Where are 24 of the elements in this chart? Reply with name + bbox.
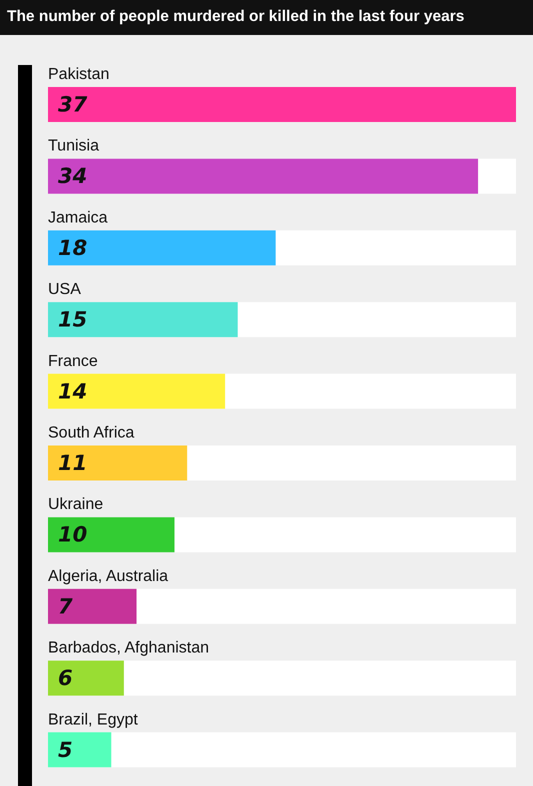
y-tick-label: France	[48, 352, 98, 370]
y-tick-label: Algeria, Australia	[48, 568, 168, 585]
data-label: 37	[58, 92, 88, 116]
data-label: 11	[58, 451, 88, 475]
y-tick-label: Brazil, Egypt	[48, 711, 138, 728]
y-tick-label: Pakistan	[48, 66, 110, 83]
chart-title: The number of people murdered or killed in the last four years	[0, 0, 533, 35]
data-label: 6	[58, 666, 73, 690]
data-label: 14	[58, 379, 88, 404]
y-tick-label: Ukraine	[48, 496, 104, 514]
data-label: 10	[58, 522, 88, 547]
y-tick-label: Barbados, Afghanistan	[48, 640, 210, 657]
y-tick-label: USA	[48, 281, 82, 298]
data-label: 18	[58, 236, 88, 260]
bar	[48, 660, 124, 696]
data-label: 7	[58, 594, 73, 618]
y-tick-label: Jamaica	[48, 209, 108, 226]
y-tick-label: Tunisia	[48, 138, 100, 155]
data-label: 5	[58, 738, 73, 762]
bar	[48, 732, 112, 768]
data-label: 15	[58, 308, 88, 332]
data-label: 34	[58, 164, 88, 188]
y-tick-label: South Africa	[48, 424, 134, 442]
bar	[48, 588, 137, 624]
